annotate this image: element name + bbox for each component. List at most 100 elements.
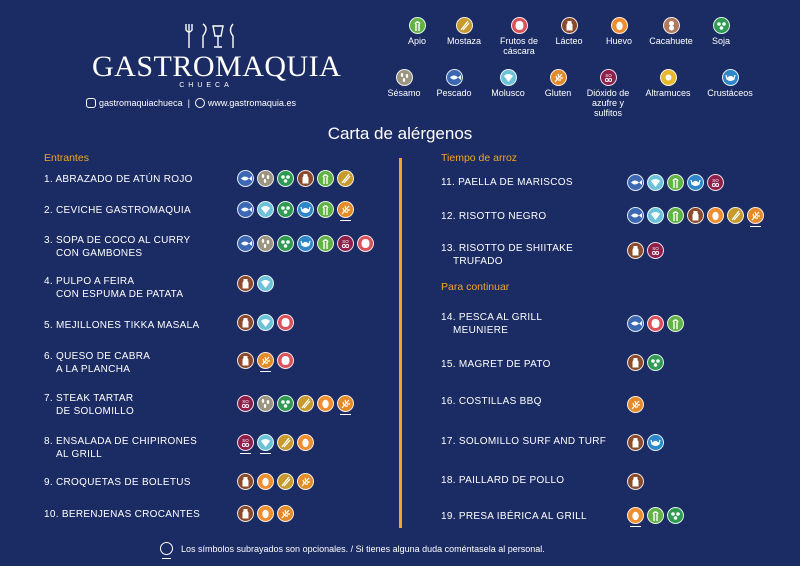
legend-label: Huevo [605,36,632,46]
gluten-icon [337,201,354,221]
dish-allergens [237,473,314,490]
svg-text:SO: SO [712,178,719,183]
social-links: gastromaquiachueca | www.gastromaquia.es [86,98,336,108]
sesame-icon [257,235,274,252]
legend-molusco: Molusco [476,69,540,98]
milk-icon [237,505,254,522]
celery-icon [667,174,684,191]
svg-text:SO: SO [652,246,659,251]
brand-name: GASTROMAQUIA [92,50,342,83]
dish-name: 2. CEVICHE GASTROMAQUIA [44,205,191,216]
milk-icon [627,434,644,451]
fish-icon [237,235,254,252]
legend-cacahuete: Cacahuete [639,17,703,46]
social-separator: | [187,98,190,108]
legend-crustaceos: Crustáceos [698,69,762,98]
celery-icon [647,507,664,524]
dish-allergens: SO [627,174,724,191]
milk-icon [627,242,644,259]
mustard-icon [455,17,473,34]
legend-sesamo: Sésamo [372,69,436,98]
legend-label: Molusco [491,88,525,98]
sulphite-icon: SO [337,235,354,252]
page-title: Carta de alérgenos [327,124,473,143]
section-entrantes: Entrantes [44,152,89,164]
fish-icon [627,174,644,191]
sulphite-icon: SO [647,242,664,259]
section-tiempo-de-arroz: Tiempo de arroz [441,152,518,164]
gluten-icon [627,396,644,413]
egg-icon [610,17,628,34]
dish-allergens: SO [237,395,354,415]
legend-frutos: Frutos de cáscara [487,17,551,56]
celery-icon [408,17,426,34]
sulphite-icon: SO [707,174,724,191]
legend-label: Soja [711,36,730,46]
gluten-icon [297,473,314,490]
website-link[interactable]: www.gastromaquia.es [207,98,296,108]
legend-apio: Apio [385,17,449,46]
celery-icon [317,170,334,187]
legend-sulfitos: SO Dióxido de azufre y sulfitos [576,69,640,118]
instagram-icon [86,98,96,108]
gluten-icon [257,352,274,372]
crustacean-icon [647,434,664,451]
lupin-icon [659,69,677,86]
dish-allergens: SO [237,434,314,454]
dish-allergens [237,275,274,292]
dish-name: 9. CROQUETAS DE BOLETUS [44,477,191,488]
celery-icon [667,315,684,332]
dish-allergens [627,396,644,413]
egg-icon [257,473,274,490]
celery-icon [317,235,334,252]
dish-allergens [237,352,294,372]
sulphite-icon: SO [237,434,254,454]
dish-name: 15. MAGRET DE PATO [441,359,551,370]
milk-icon [237,352,254,369]
legend-gluten: Gluten [526,69,590,98]
nuts-icon [277,314,294,331]
milk-icon [560,17,578,34]
legend-label: Mostaza [446,36,481,46]
legend-mostaza: Mostaza [432,17,496,46]
soy-icon [277,395,294,412]
brand-subtitle: CHUECA [179,82,233,89]
celery-icon [317,201,334,218]
legend-label: Sésamo [387,88,421,98]
gluten-icon [747,207,764,227]
legend-label: Dióxido de azufre y sulfitos [586,88,630,118]
dish-name: 6. QUESO DE CABRA A LA PLANCHA [44,351,151,375]
dish-name: 4. PULPO A FEIRA CON ESPUMA DE PATATA [44,276,184,300]
legend-label: Frutos de cáscara [499,36,539,56]
dish-name: 12. RISOTTO NEGRO [441,211,547,222]
allergen-legend: Apio Mostaza Frutos de cáscara Lácteo Huevo C… [0,0,800,130]
cutlery-logo-icon [185,23,234,48]
egg-icon [297,434,314,451]
dish-name: 16. COSTILLAS BBQ [441,396,542,407]
web-icon [194,98,205,108]
milk-icon [627,473,644,490]
dish-allergens [627,507,684,527]
milk-icon [297,170,314,187]
egg-icon [257,505,274,522]
dish-allergens: SO [237,235,374,252]
egg-icon [707,207,724,224]
crustacean-icon [297,235,314,252]
legend-huevo: Huevo [587,17,651,46]
legend-label: Gluten [544,88,572,98]
fish-icon [627,315,644,332]
footer-note: Los símbolos subrayados son opcionales. … [181,543,545,554]
crustacean-icon [687,174,704,191]
soy-icon [277,170,294,187]
footer: Los símbolos subrayados son opcionales. … [160,542,545,559]
crustacean-icon [721,69,739,86]
instagram-handle[interactable]: gastromaquiachueca [99,98,183,108]
dish-name: 11. PAELLA DE MARISCOS [441,177,573,188]
fish-icon [445,69,463,86]
mustard-icon [337,170,354,187]
egg-icon [317,395,334,412]
legend-soja: Soja [689,17,753,46]
legend-label: Lácteo [555,36,583,46]
milk-icon [237,275,254,292]
soy-icon [712,17,730,34]
